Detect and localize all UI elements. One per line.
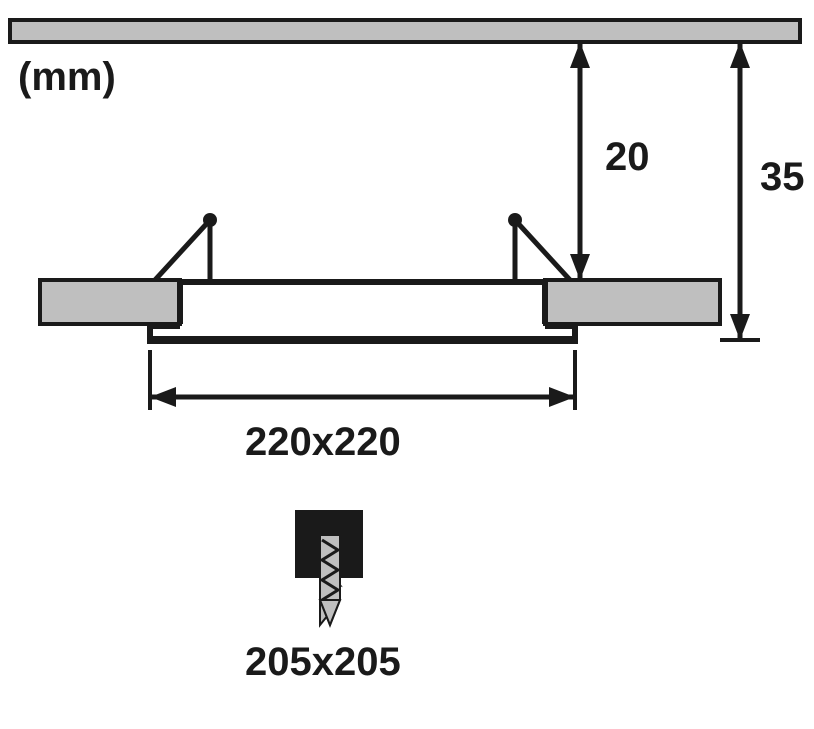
unit-label: (mm) (18, 55, 116, 100)
dim-cutout-label: 205x205 (245, 640, 401, 685)
dim-panel-label: 220x220 (245, 420, 401, 465)
dim-35-label: 35 (760, 155, 805, 200)
dim-20-label: 20 (605, 135, 650, 180)
